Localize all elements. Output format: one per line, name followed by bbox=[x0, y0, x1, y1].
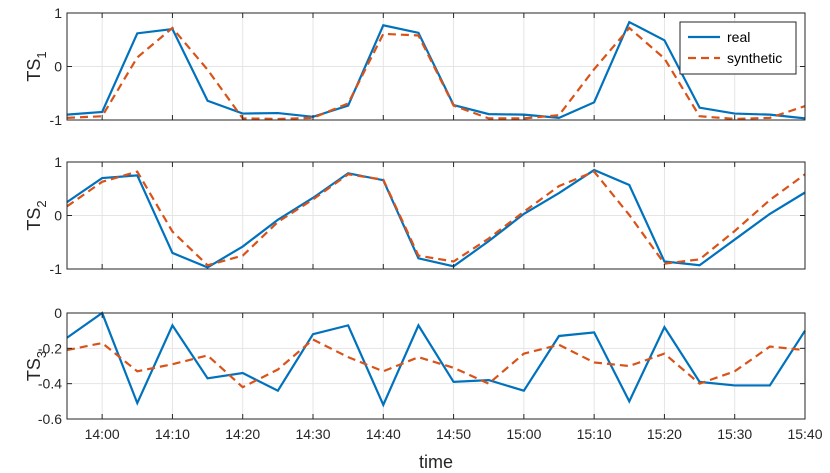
y-tick-label: -0.2 bbox=[38, 340, 62, 356]
legend-label: real bbox=[727, 29, 750, 45]
y-tick-label: -1 bbox=[50, 112, 63, 128]
x-axis-title: time bbox=[419, 452, 453, 472]
x-tick-label: 14:30 bbox=[295, 426, 330, 442]
x-tick-label: 14:00 bbox=[85, 426, 120, 442]
y-axis-title-main: TS bbox=[24, 208, 44, 231]
y-axis-title: TS2 bbox=[24, 200, 49, 230]
y-tick-label: 0 bbox=[54, 305, 62, 321]
y-tick-label: 0 bbox=[54, 208, 62, 224]
series-line-synthetic bbox=[66, 170, 806, 267]
legend-label: synthetic bbox=[727, 50, 782, 66]
x-tick-label: 15:30 bbox=[717, 426, 752, 442]
y-tick-label: 0 bbox=[54, 59, 62, 75]
plot-area bbox=[67, 313, 805, 419]
x-tick-label: 14:40 bbox=[366, 426, 401, 442]
y-axis-title-subscript: 1 bbox=[34, 51, 49, 58]
series-line-synthetic bbox=[66, 338, 806, 389]
y-tick-label: 1 bbox=[54, 154, 62, 170]
legend-box bbox=[679, 21, 797, 75]
y-axis-title: TS1 bbox=[24, 51, 49, 81]
y-axis-title: TS3 bbox=[24, 351, 49, 381]
series-line-real bbox=[66, 311, 806, 408]
x-tick-label: 15:00 bbox=[506, 426, 541, 442]
axes-frame bbox=[66, 312, 806, 420]
y-tick-label: 1 bbox=[54, 5, 62, 21]
y-tick-label: -1 bbox=[50, 261, 63, 277]
series-line-synthetic bbox=[66, 26, 806, 121]
y-axis-title-subscript: 3 bbox=[34, 351, 49, 358]
panel-2: -1 0 1 TS2 bbox=[24, 154, 806, 277]
x-tick-label: 15:40 bbox=[787, 426, 822, 442]
series-line-real bbox=[66, 168, 806, 269]
y-axis-title-main: TS bbox=[24, 59, 44, 82]
y-axis-title-main: TS bbox=[24, 358, 44, 381]
x-tick-label: 14:50 bbox=[436, 426, 471, 442]
x-tick-label: 14:20 bbox=[225, 426, 260, 442]
x-tick-label: 14:10 bbox=[155, 426, 190, 442]
x-tick-label: 15:10 bbox=[577, 426, 612, 442]
x-tick-label: 15:20 bbox=[647, 426, 682, 442]
panel-3: -0.6 -0.4 -0.2 0 TS3 14:00 14:10 14:20 14:30 14:4… bbox=[24, 305, 823, 472]
y-axis-title-subscript: 2 bbox=[34, 200, 49, 207]
y-tick-label: -0.6 bbox=[38, 411, 62, 427]
y-tick-label: -0.4 bbox=[38, 376, 62, 392]
